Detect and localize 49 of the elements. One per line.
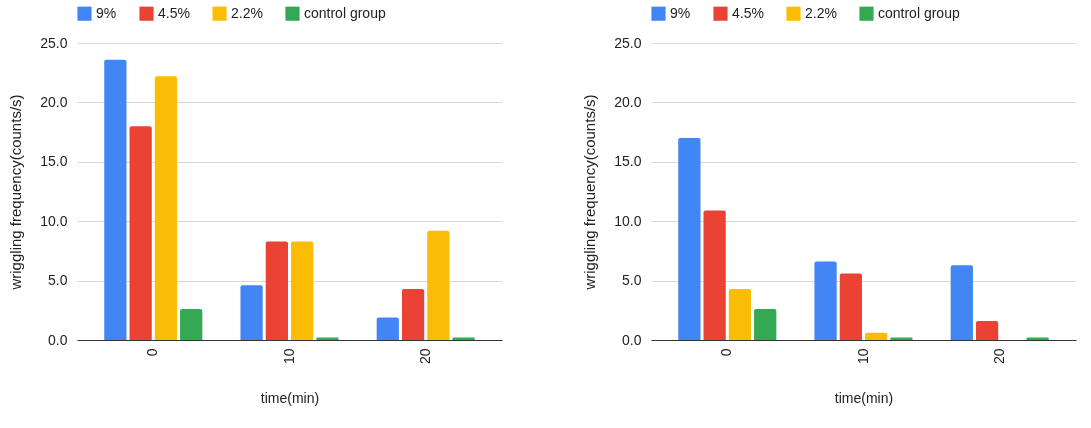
x-axis-title: time(min) (834, 390, 894, 407)
y-tick-label: 5.0 (48, 272, 68, 289)
x-tick-label: 20 (416, 348, 433, 365)
legend-label: 4.5% (732, 4, 764, 21)
y-tick-label: 20.0 (40, 93, 68, 110)
legend-label: control group (878, 4, 960, 21)
bar (703, 210, 726, 340)
bar (814, 261, 837, 340)
y-tick-label: 0.0 (622, 331, 642, 348)
bar (839, 273, 862, 340)
y-axis-title: wriggling frequency(counts/s) (581, 94, 599, 291)
bar (427, 230, 450, 340)
y-tick-label: 25.0 (614, 34, 642, 51)
legend-label: 9% (96, 4, 117, 21)
bar (104, 59, 127, 340)
y-tick-label: 25.0 (40, 34, 68, 51)
bar (129, 126, 152, 340)
y-tick-label: 15.0 (40, 153, 68, 170)
x-tick-label: 0 (144, 348, 161, 357)
x-tick-label: 10 (280, 348, 297, 365)
y-tick-label: 10.0 (40, 212, 68, 229)
y-tick-label: 10.0 (614, 212, 642, 229)
bar (401, 288, 425, 340)
bar (291, 241, 314, 340)
bar (728, 288, 752, 340)
bar (265, 241, 288, 340)
bar (154, 76, 178, 340)
x-tick-label: 0 (718, 348, 735, 357)
bar (865, 332, 888, 340)
bar (180, 309, 203, 340)
bar (240, 285, 263, 340)
bar (678, 138, 701, 340)
y-axis-title: wriggling frequency(counts/s) (7, 94, 25, 291)
legend-label: 2.2% (805, 4, 837, 21)
bar (376, 317, 399, 340)
x-tick-label: 10 (854, 348, 871, 365)
bar (754, 309, 777, 340)
x-tick-label: 20 (990, 348, 1007, 365)
y-tick-label: 20.0 (614, 93, 642, 110)
y-tick-label: 0.0 (48, 331, 68, 348)
legend-label: 9% (670, 4, 691, 21)
y-tick-label: 15.0 (614, 153, 642, 170)
bar (950, 265, 973, 340)
bar (975, 320, 999, 340)
legend-label: 2.2% (231, 4, 263, 21)
legend-label: 4.5% (158, 4, 190, 21)
legend-label: control group (304, 4, 386, 21)
x-axis-title: time(min) (260, 390, 320, 407)
y-tick-label: 5.0 (622, 272, 642, 289)
